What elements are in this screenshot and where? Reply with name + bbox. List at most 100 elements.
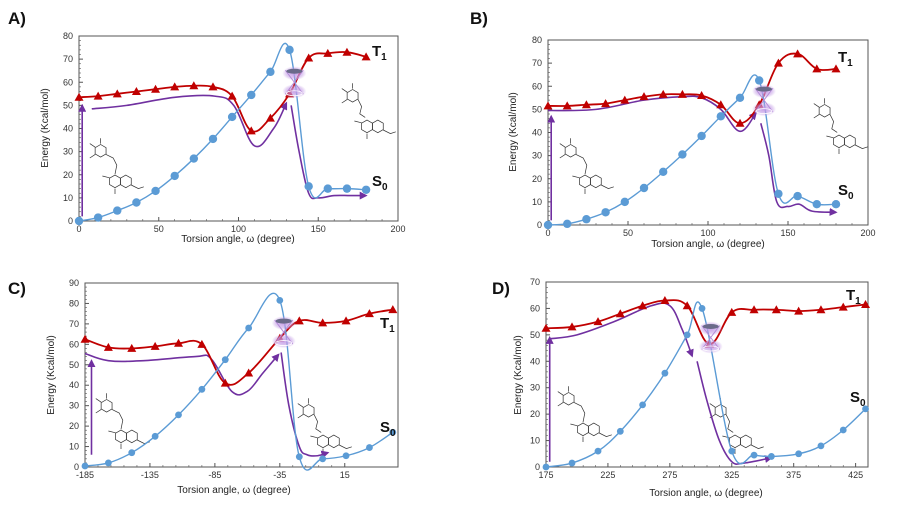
s0-label-main: S: [850, 389, 860, 406]
y-tick-label: 80: [69, 298, 79, 308]
trans-molecule-structure: [89, 138, 144, 195]
s0-label: S0: [380, 419, 396, 439]
s0-data-point: [563, 219, 572, 229]
s0-data-point: [342, 184, 352, 193]
s0-data-point: [735, 93, 745, 103]
reaction-path-arrow: [547, 95, 758, 133]
t1-label-subscript: 1: [847, 58, 853, 69]
s0-data-point: [389, 428, 397, 436]
molecule-bond: [339, 444, 352, 449]
s0-data-point: [81, 462, 89, 470]
y-tick-label: 40: [532, 128, 542, 138]
t1-data-point: [639, 92, 649, 101]
x-tick-label: 50: [154, 224, 164, 234]
molecule-bond: [95, 393, 107, 414]
s0-data-point: [104, 459, 112, 467]
y-tick-label: 20: [69, 421, 79, 431]
s0-data-point: [189, 154, 199, 163]
x-tick-label: 425: [848, 470, 863, 480]
t1-data-point: [660, 296, 670, 304]
t1-data-point: [682, 301, 692, 310]
reaction-path-arrow: [549, 302, 694, 358]
t1-curve: [78, 51, 367, 133]
molecule-bond: [89, 138, 101, 159]
x-tick-label: 225: [600, 470, 615, 480]
s0-label-subscript: 0: [860, 398, 866, 409]
s0-data-point: [323, 184, 333, 193]
t1-label-main: T: [380, 315, 389, 332]
s0-data-point: [295, 453, 303, 461]
s0-data-point: [366, 444, 373, 451]
trans-molecule-structure: [95, 393, 150, 450]
x-tick-label: 200: [860, 228, 875, 238]
x-tick-label: 0: [545, 228, 550, 238]
s0-data-point: [276, 296, 284, 304]
t1-data-point: [174, 338, 184, 347]
molecule-ring: [564, 144, 577, 158]
t1-data-point: [265, 113, 275, 122]
molecule-bond: [108, 430, 122, 450]
t1-label-subscript: 1: [389, 324, 395, 335]
y-tick-label: 20: [63, 170, 73, 180]
y-tick-label: 10: [69, 442, 79, 452]
y-tick-label: 0: [68, 216, 73, 226]
panel-a-xlabel: Torsion angle, ω (degree): [181, 234, 294, 245]
t1-data-point: [541, 323, 551, 332]
decay-path-arrow: [760, 123, 838, 216]
molecule-bond: [310, 435, 324, 455]
t1-data-point: [562, 101, 572, 110]
x-tick-label: 325: [724, 470, 739, 480]
molecule-bond: [601, 184, 614, 189]
s0-data-point: [319, 455, 327, 463]
t1-data-point: [593, 317, 603, 326]
s0-data-point: [543, 220, 553, 230]
t1-data-point: [131, 87, 141, 95]
s0-data-point: [93, 213, 103, 222]
panel-c-xlabel: Torsion angle, ω (degree): [177, 485, 290, 496]
x-tick-label: 100: [231, 224, 246, 234]
s0-data-point: [795, 450, 803, 458]
panel-c-letter: C): [8, 279, 26, 298]
s0-data-point: [582, 215, 591, 224]
y-tick-label: 70: [532, 58, 542, 68]
molecule-ring: [739, 434, 752, 449]
t1-label-main: T: [846, 287, 855, 304]
molecule-bond: [354, 120, 368, 140]
x-tick-label: 0: [76, 224, 81, 234]
t1-data-point: [189, 81, 199, 90]
molecule-ring: [115, 429, 127, 444]
s0-data-point: [594, 447, 602, 455]
t1-data-point: [361, 52, 371, 61]
s0-curve: [545, 301, 867, 468]
molecule-bond: [357, 99, 366, 118]
t1-data-point: [861, 299, 871, 308]
molecule-ring: [562, 392, 575, 406]
conical-intersection-upper-disk: [756, 86, 772, 92]
s0-data-point: [245, 324, 253, 332]
panel-b: B) Torsion angle, ω (degree) Energy (Kca…: [470, 9, 876, 250]
y-tick-label: 10: [532, 197, 542, 207]
conical-intersection-lower-disk: [285, 90, 303, 97]
x-tick-label: -135: [141, 470, 159, 480]
t1-data-point: [658, 89, 668, 98]
x-tick-label: -35: [273, 470, 286, 480]
s0-data-point: [361, 185, 371, 194]
s0-data-point: [862, 405, 869, 413]
s0-data-point: [639, 183, 649, 193]
panel-d-letter: D): [492, 279, 510, 298]
cis-molecule-structure: [709, 398, 764, 455]
molecule-ring: [729, 434, 741, 449]
molecule-ring: [833, 134, 845, 149]
molecule-bond: [341, 83, 353, 104]
y-tick-label: 60: [69, 339, 79, 349]
t1-label: T1: [380, 315, 395, 335]
y-tick-label: 50: [63, 100, 73, 110]
t1-data-point: [93, 91, 103, 100]
s0-data-point: [817, 442, 825, 450]
panel-b-letter: B): [470, 9, 488, 28]
s0-data-point: [716, 112, 725, 121]
t1-data-point: [581, 100, 591, 109]
t1-data-point: [773, 58, 783, 67]
t1-data-point: [197, 339, 207, 348]
molecule-ring: [302, 404, 315, 418]
